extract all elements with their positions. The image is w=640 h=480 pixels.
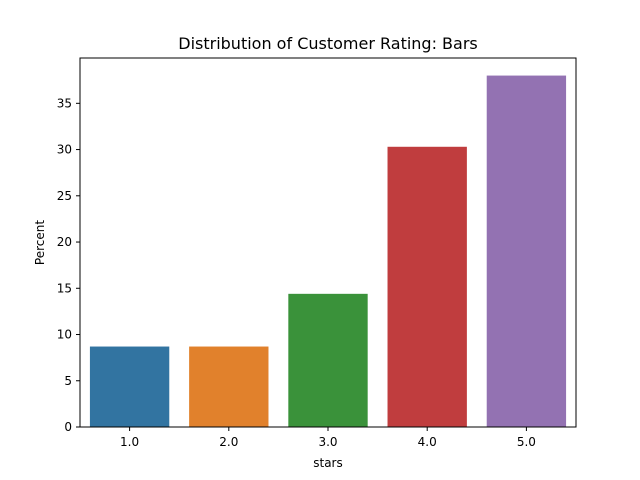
y-tick-label: 10 xyxy=(57,328,72,342)
y-tick-label: 25 xyxy=(57,189,72,203)
bar-2.0 xyxy=(189,346,269,427)
y-tick-label: 35 xyxy=(57,96,72,110)
y-tick-label: 5 xyxy=(64,374,72,388)
y-axis-ticks: 0 5 10 15 20 25 30 35 xyxy=(57,96,80,434)
x-axis-ticks: 1.0 2.0 3.0 4.0 5.0 xyxy=(120,427,536,449)
chart-title: Distribution of Customer Rating: Bars xyxy=(178,34,478,53)
x-tick-label: 2.0 xyxy=(219,435,238,449)
y-axis-label: Percent xyxy=(33,220,47,265)
bar-1.0 xyxy=(89,346,170,427)
x-tick-label: 4.0 xyxy=(418,435,437,449)
bar-5.0 xyxy=(486,75,567,427)
bars-group xyxy=(89,75,567,427)
y-tick-label: 0 xyxy=(64,420,72,434)
x-axis-label: stars xyxy=(313,456,343,470)
plot-frame xyxy=(79,57,577,428)
y-tick-label: 30 xyxy=(57,143,72,157)
y-tick-label: 20 xyxy=(57,235,72,249)
bar-3.0 xyxy=(288,293,368,427)
x-tick-label: 5.0 xyxy=(517,435,536,449)
x-tick-label: 3.0 xyxy=(318,435,337,449)
bar-4.0 xyxy=(387,146,467,427)
x-tick-label: 1.0 xyxy=(120,435,139,449)
y-tick-label: 15 xyxy=(57,281,72,295)
